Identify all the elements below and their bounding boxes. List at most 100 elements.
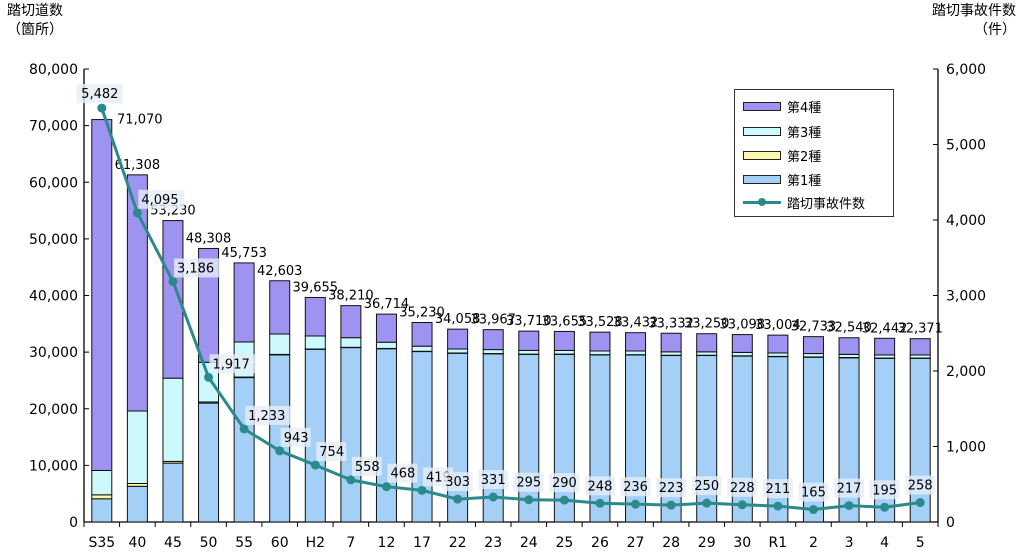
accident-label-bg <box>762 479 793 499</box>
y-tick-label-right: 5,000 <box>946 138 986 154</box>
bar-segment <box>589 350 611 356</box>
bar-segment <box>411 351 433 523</box>
bar-total-label: 36,714 <box>364 297 410 312</box>
legend-label-type4: 第4種 <box>787 100 822 116</box>
x-tick-label: 23 <box>484 535 502 551</box>
accident-point <box>417 485 427 495</box>
accident-point <box>808 505 818 515</box>
accident-label-bg <box>478 470 509 490</box>
accident-line <box>100 107 921 512</box>
bar-segment <box>482 329 504 351</box>
accident-point <box>737 500 747 510</box>
accident-label: 248 <box>588 479 613 494</box>
bar-total-label: 38,210 <box>328 289 374 304</box>
bar-segment <box>91 469 113 496</box>
bar-segment <box>909 357 931 523</box>
accident-label: 211 <box>765 482 790 497</box>
bar-total-label: 33,710 <box>506 314 552 329</box>
bar-segment <box>304 335 326 350</box>
x-tick-label: 30 <box>733 535 751 551</box>
bar-segment <box>126 410 148 484</box>
bar-segment <box>731 351 753 357</box>
accident-label: 195 <box>872 483 897 498</box>
bar-segment <box>553 330 575 351</box>
bar-segment <box>162 462 184 523</box>
x-tick-label: 5 <box>916 535 925 551</box>
accident-label: 1,917 <box>213 357 250 372</box>
accident-label-bg <box>173 258 220 278</box>
legend-line-marker <box>743 197 781 207</box>
y-tick-label-left: 50,000 <box>29 232 78 248</box>
bar-segment <box>660 332 682 353</box>
accident-label-bg <box>834 478 865 498</box>
accident-point <box>168 276 178 286</box>
bar-segment <box>340 305 362 339</box>
accident-point <box>631 499 641 509</box>
accident-label-bg <box>620 477 651 497</box>
bar-segment <box>447 328 469 350</box>
legend-item-type3: 第3種 <box>743 122 821 141</box>
legend-item-accidents: 踏切事故件数 <box>743 193 865 212</box>
accident-label-bg <box>351 456 382 476</box>
accident-point <box>524 495 534 505</box>
bar-segment <box>126 485 148 523</box>
y-tick-label-left: 20,000 <box>29 402 78 418</box>
legend: 第4種 第3種 第2種 第1種 踏切事故件数 <box>734 89 894 217</box>
bar-total-label: 33,098 <box>720 318 766 333</box>
bar-total-label: 33,528 <box>577 315 623 330</box>
bar-segment <box>233 262 255 343</box>
accident-point <box>915 498 925 508</box>
bar-total-label: 33,250 <box>684 317 730 332</box>
accident-point <box>559 495 569 505</box>
y-tick-label-left: 80,000 <box>29 62 78 78</box>
x-tick-label: 25 <box>555 535 573 551</box>
y-tick-label-right: 2,000 <box>946 364 986 380</box>
x-tick-label: 40 <box>128 535 146 551</box>
accident-label: 4,095 <box>141 193 178 208</box>
accident-label-bg <box>387 463 418 483</box>
x-tick-label: 55 <box>235 535 253 551</box>
accident-point <box>595 498 605 508</box>
legend-swatch-type1 <box>743 174 781 184</box>
accident-point <box>453 494 463 504</box>
x-tick-label: S35 <box>88 535 115 551</box>
bar-segment <box>625 332 647 352</box>
bar-segment <box>482 349 504 355</box>
right-axis-unit: （件） <box>974 21 1016 38</box>
accident-label-bg <box>656 478 687 498</box>
y-tick-label-right: 4,000 <box>946 213 986 229</box>
accident-label-bg <box>138 189 185 209</box>
x-tick-label: 27 <box>627 535 645 551</box>
bar-segment <box>731 334 753 353</box>
accident-label-bg <box>549 473 580 493</box>
bar-segment <box>696 333 718 353</box>
x-tick-label: 17 <box>413 535 431 551</box>
legend-label-type2: 第2種 <box>787 149 822 165</box>
bar-segment <box>518 349 540 355</box>
accident-label-bg <box>513 472 544 492</box>
accident-label: 295 <box>516 476 541 491</box>
bar-total-label: 33,967 <box>470 313 516 328</box>
bar-segment <box>696 355 718 523</box>
x-tick-label: 45 <box>164 535 182 551</box>
legend-swatch-type3 <box>743 126 781 136</box>
bar-total-label: 33,432 <box>613 316 659 331</box>
x-tick-label: 7 <box>346 535 355 551</box>
accident-label: 223 <box>659 481 684 496</box>
bar-segment <box>838 337 860 355</box>
legend-item-type4: 第4種 <box>743 97 822 116</box>
y-tick-label-right: 1,000 <box>946 440 986 456</box>
bar-segment <box>269 333 291 355</box>
bar-segment <box>411 345 433 352</box>
y-tick-label-left: 10,000 <box>29 458 78 474</box>
bar-total-label: 35,230 <box>399 306 445 321</box>
left-axis-title: 踏切道数 （箇所） <box>7 2 63 40</box>
x-tick-label: 12 <box>378 535 396 551</box>
accident-label-bg <box>245 405 292 425</box>
accident-point <box>666 500 676 510</box>
bar-segment <box>625 350 647 356</box>
y-tick-label-left: 30,000 <box>29 345 78 361</box>
bar-segment <box>767 334 789 354</box>
accident-label-bg <box>280 427 311 447</box>
